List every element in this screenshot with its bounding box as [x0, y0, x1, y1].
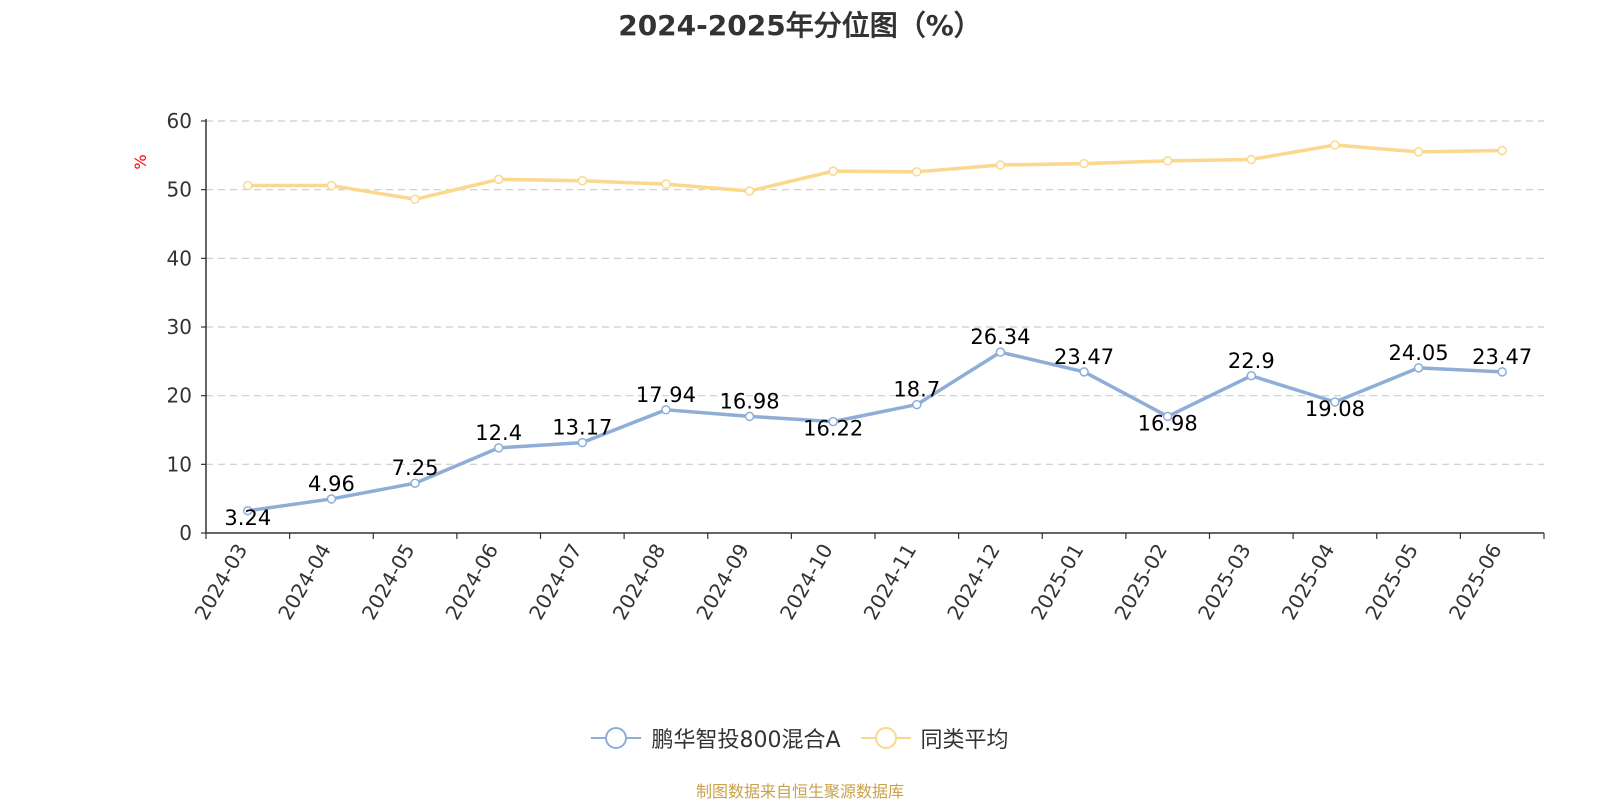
data-label-2024-11: 18.7 [893, 378, 940, 402]
point-series-2-2025-06[interactable] [1497, 145, 1507, 156]
point-series-2-2024-05[interactable] [410, 194, 420, 205]
data-label-2024-10: 16.22 [803, 417, 863, 441]
legend-label-series-1: 鹏华智投800混合A [651, 728, 841, 753]
point-series-2-2024-09[interactable] [744, 186, 755, 196]
point-series-2-2024-04[interactable] [326, 180, 337, 191]
x-tick-label-2024-09: 2024-09 [691, 540, 754, 624]
data-label-2025-02: 16.98 [1138, 411, 1198, 435]
data-label-2024-05: 7.25 [392, 456, 439, 480]
point-series-1-2024-03[interactable] [243, 506, 253, 516]
y-tick-label-0: 0 [179, 521, 192, 545]
legend-label-series-2: 同类平均 [920, 728, 1009, 753]
x-tick-label-2025-01: 2025-01 [1026, 540, 1089, 624]
legend-marker-blue [591, 727, 642, 749]
y-tick-label-20: 20 [167, 384, 192, 408]
point-series-1-2025-06[interactable] [1497, 367, 1507, 377]
legend-item-series-2[interactable]: 同类平均 [860, 722, 1009, 754]
point-series-2-2024-06[interactable] [493, 174, 504, 185]
point-series-2-2025-04[interactable] [1330, 140, 1340, 150]
point-series-1-2025-04[interactable] [1330, 397, 1340, 407]
series-line-2 [247, 143, 1503, 202]
x-tick-label-2025-06: 2025-06 [1444, 540, 1507, 624]
legend-marker-yellow [860, 727, 911, 749]
x-tick-label-2024-08: 2024-08 [608, 540, 671, 624]
y-tick-label-60: 60 [167, 109, 192, 133]
point-series-2-2024-12[interactable] [995, 160, 1006, 170]
x-tick-label-2025-03: 2025-03 [1193, 540, 1256, 624]
point-series-1-2024-10[interactable] [828, 416, 838, 427]
point-series-2-2025-05[interactable] [1413, 147, 1424, 157]
legend-item-series-1[interactable]: 鹏华智投800混合A [591, 722, 841, 754]
data-label-2024-12: 26.34 [970, 325, 1030, 349]
series-line-1 [247, 350, 1503, 513]
point-series-1-2024-06[interactable] [493, 443, 504, 453]
x-tick-label-2025-04: 2025-04 [1277, 540, 1340, 624]
data-label-2025-01: 23.47 [1054, 345, 1114, 369]
y-tick-label-10: 10 [167, 452, 192, 476]
y-tick-label-50: 50 [167, 178, 192, 202]
point-series-1-2025-05[interactable] [1413, 363, 1424, 373]
data-label-2024-08: 17.94 [636, 383, 696, 407]
data-label-2024-03: 3.24 [224, 506, 271, 530]
legend: 鹏华智投800混合A 同类平均 [0, 722, 1600, 754]
x-tick-label-2024-04: 2024-04 [273, 540, 336, 624]
data-label-2025-04: 19.08 [1305, 397, 1365, 421]
point-series-1-2024-12[interactable] [995, 347, 1006, 357]
data-labels: 3.24 4.96 7.25 12.4 13.17 17.94 16.98 16.22 18.7… [224, 325, 1532, 530]
point-series-1-2025-02[interactable] [1162, 411, 1173, 422]
x-tick-label-2024-10: 2024-10 [775, 540, 838, 624]
point-series-2-2024-10[interactable] [828, 166, 838, 176]
x-tick-label-2024-06: 2024-06 [440, 540, 503, 624]
y-tick-label-30: 30 [167, 315, 192, 339]
point-series-2-2024-03[interactable] [243, 180, 253, 191]
data-label-2025-05: 24.05 [1389, 341, 1449, 365]
data-label-2025-06: 23.47 [1472, 345, 1532, 369]
x-tick-label-2024-05: 2024-05 [357, 540, 420, 624]
point-series-1-2024-11[interactable] [912, 399, 922, 410]
point-series-2-2024-11[interactable] [912, 167, 922, 177]
x-tick-label-2024-11: 2024-11 [859, 540, 922, 624]
point-series-1-2024-04[interactable] [326, 494, 337, 504]
data-label-2025-03: 22.9 [1228, 349, 1275, 373]
point-series-2-2024-08[interactable] [661, 179, 671, 189]
axes: 0 10 20 30 40 50 60 2024-03 2024-04 2024-05 2024-0… [167, 109, 1545, 624]
source-footer: 制图数据来自恒生聚源数据库 [695, 782, 904, 801]
x-tick-label-2025-02: 2025-02 [1109, 540, 1172, 624]
chart-title: 2024-2025年分位图（%） [618, 9, 982, 42]
data-label-2024-07: 13.17 [552, 416, 612, 440]
grid-lines [206, 120, 1544, 465]
y-tick-label-40: 40 [167, 246, 192, 270]
point-series-1-2024-08[interactable] [661, 405, 671, 415]
point-series-2-2025-02[interactable] [1162, 156, 1173, 166]
series-group [243, 140, 1507, 516]
x-tick-label-2024-12: 2024-12 [942, 540, 1005, 624]
point-series-1-2024-05[interactable] [410, 478, 420, 488]
point-series-1-2024-07[interactable] [577, 437, 588, 448]
y-axis-label: % [131, 154, 150, 169]
x-tick-label-2024-07: 2024-07 [524, 540, 587, 624]
point-series-1-2024-09[interactable] [744, 411, 755, 422]
x-tick-label-2025-05: 2025-05 [1360, 540, 1423, 624]
x-tick-label-2024-03: 2024-03 [190, 540, 253, 624]
data-label-2024-06: 12.4 [475, 421, 522, 445]
data-label-2024-04: 4.96 [308, 472, 355, 496]
data-label-2024-09: 16.98 [720, 389, 780, 413]
point-series-2-2024-07[interactable] [577, 175, 588, 186]
point-series-1-2025-01[interactable] [1079, 367, 1089, 377]
point-series-1-2025-03[interactable] [1246, 371, 1257, 381]
point-series-2-2025-01[interactable] [1079, 158, 1089, 169]
point-series-2-2025-03[interactable] [1246, 154, 1257, 165]
